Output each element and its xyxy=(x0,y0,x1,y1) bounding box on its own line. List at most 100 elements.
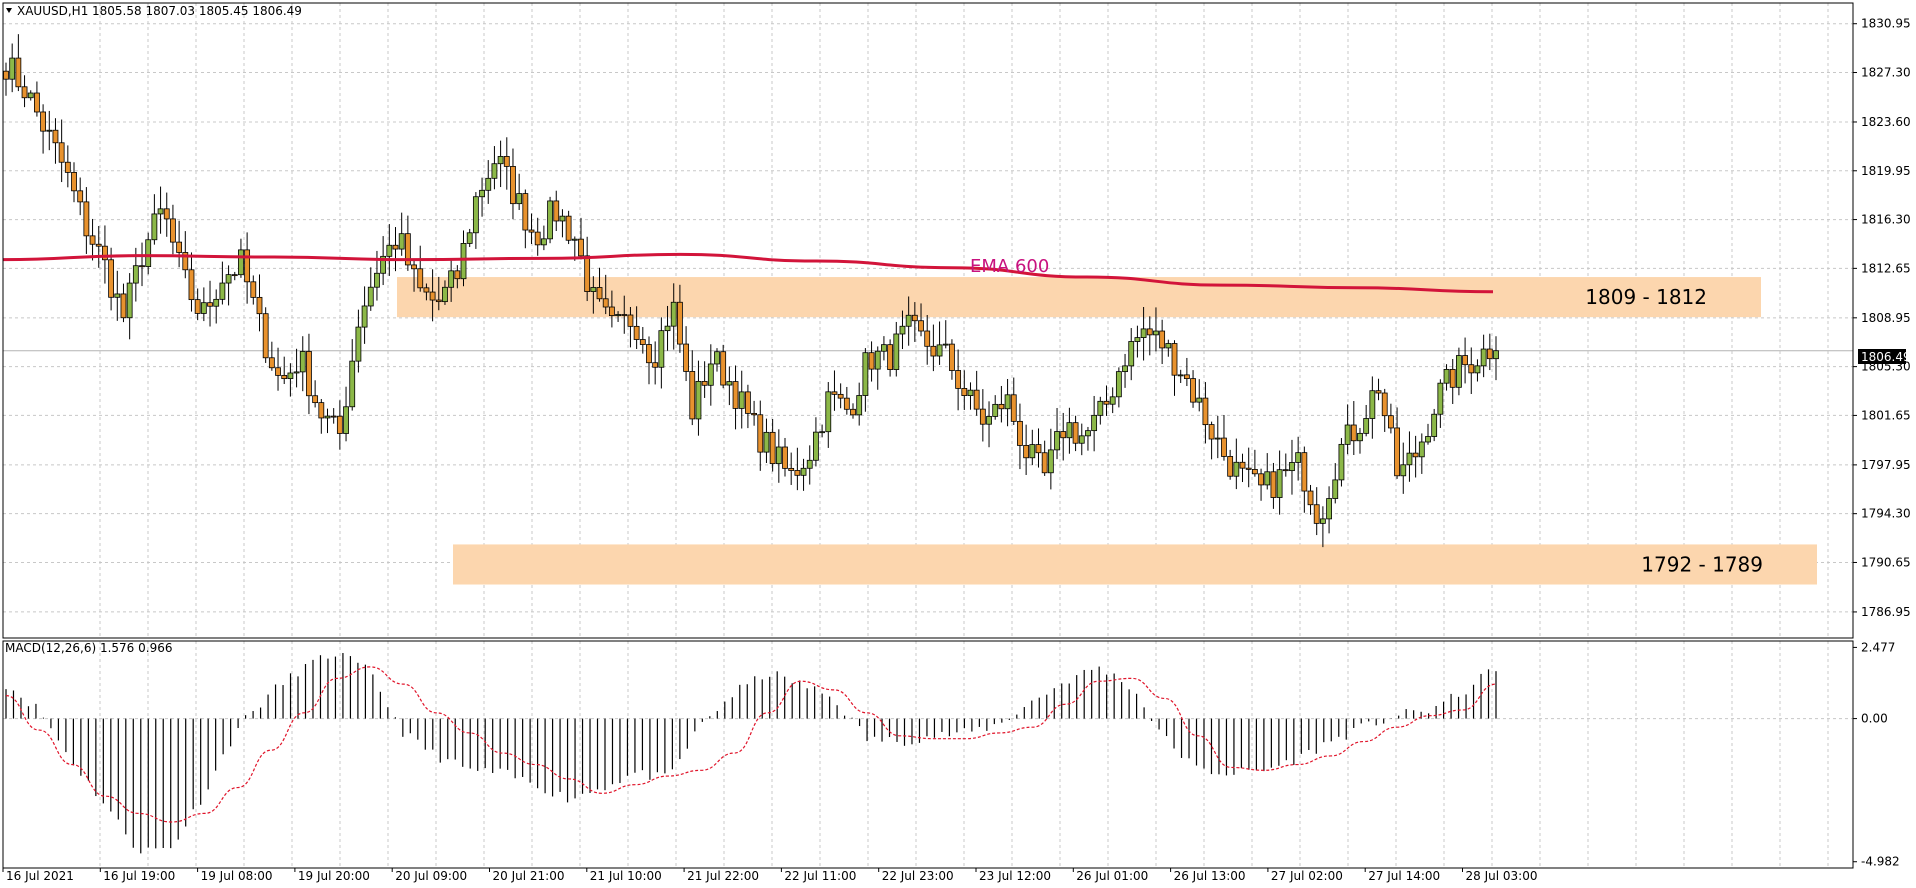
bear-candle xyxy=(887,344,894,370)
bear-candle xyxy=(1449,368,1456,388)
bull-candle xyxy=(813,431,819,461)
bull-candle xyxy=(1085,430,1091,437)
bull-candle xyxy=(1319,518,1326,524)
bull-candle xyxy=(1363,418,1370,434)
bear-candle xyxy=(955,370,962,389)
bear-candle xyxy=(423,287,430,293)
bull-candle xyxy=(472,196,479,234)
bear-candle xyxy=(794,470,801,476)
bull-candle xyxy=(1357,432,1363,442)
bear-candle xyxy=(652,362,659,368)
bull-candle xyxy=(1109,396,1116,405)
bull-candle xyxy=(893,333,900,370)
bear-candle xyxy=(924,330,931,347)
bull-candle xyxy=(9,57,16,80)
price-tick-label: 1823.60 xyxy=(1861,115,1911,129)
bull-candle xyxy=(1233,461,1240,477)
bear-candle xyxy=(584,255,591,292)
bear-candle xyxy=(15,57,22,88)
price-zone xyxy=(453,544,1817,585)
bull-candle xyxy=(293,371,300,374)
bull-candle xyxy=(367,286,374,307)
bear-candle xyxy=(751,412,757,416)
bear-candle xyxy=(1313,504,1320,524)
bull-candle xyxy=(856,395,863,416)
bear-candle xyxy=(757,414,764,453)
bear-candle xyxy=(1221,437,1227,457)
bear-candle xyxy=(77,190,84,203)
bear-candle xyxy=(429,291,436,301)
price-tick-label: 1827.30 xyxy=(1861,66,1911,80)
bear-candle xyxy=(176,241,183,253)
bear-candle xyxy=(608,306,615,317)
bear-candle xyxy=(1041,452,1048,474)
bull-candle xyxy=(497,156,504,165)
bear-candle xyxy=(435,299,442,303)
time-tick-label: 16 Jul 19:00 xyxy=(103,869,175,883)
bear-candle xyxy=(207,302,213,307)
macd-tick-label: -4.982 xyxy=(1861,855,1900,869)
bull-candle xyxy=(485,177,492,191)
bull-candle xyxy=(1054,431,1060,451)
bear-candle xyxy=(639,339,646,345)
bull-candle xyxy=(213,298,220,307)
bull-candle xyxy=(1047,449,1054,474)
bear-candle xyxy=(40,111,46,132)
bear-candle xyxy=(1486,348,1493,360)
bear-candle xyxy=(139,265,145,268)
bear-candle xyxy=(411,264,417,270)
bear-candle xyxy=(71,171,77,192)
time-axis: 16 Jul 2021 16 Jul 19:00 19 Jul 08:00 19 Ju… xyxy=(2,868,1537,883)
bear-candle xyxy=(336,415,343,434)
bear-candle xyxy=(454,270,461,280)
bull-candle xyxy=(1431,413,1438,437)
symbol-label: XAUUSD,H1 xyxy=(17,4,88,18)
bull-candle xyxy=(238,249,244,276)
price-tick-label: 1794.30 xyxy=(1861,507,1911,521)
bull-candle xyxy=(1097,400,1104,416)
time-tick-label: 21 Jul 22:00 xyxy=(687,869,759,883)
price-tick-label: 1808.95 xyxy=(1861,311,1911,325)
price-tick-label: 1797.95 xyxy=(1861,458,1911,472)
bear-candle xyxy=(1462,355,1468,366)
time-tick-label: 26 Jul 13:00 xyxy=(1174,869,1246,883)
bull-candle xyxy=(936,344,943,357)
bear-candle xyxy=(627,314,634,327)
bull-candle xyxy=(615,314,621,317)
bull-candle xyxy=(225,274,232,284)
main-panel-border xyxy=(2,2,1854,639)
bull-candle xyxy=(46,129,53,132)
bull-candle xyxy=(1214,437,1221,440)
price-axis: 1830.95 1827.30 1823.60 1819.95 1816.30 1812.… xyxy=(1853,17,1911,869)
bear-candle xyxy=(306,351,312,397)
bull-candle xyxy=(726,381,733,386)
bull-candle xyxy=(355,326,362,362)
macd-tick-label: 2.477 xyxy=(1861,640,1895,654)
bear-candle xyxy=(1394,427,1400,477)
bull-candle xyxy=(1332,479,1339,499)
current-price-label: 1806.49 xyxy=(1861,350,1911,364)
bear-candle xyxy=(843,397,850,410)
bull-candle xyxy=(763,431,770,453)
price-tick-label: 1801.65 xyxy=(1861,408,1911,422)
ema-label: EMA 600 xyxy=(970,256,1049,277)
dropdown-triangle-icon[interactable] xyxy=(6,8,12,13)
bear-candle xyxy=(1270,471,1277,498)
bear-candle xyxy=(1208,424,1215,440)
bull-candle xyxy=(299,351,306,373)
bear-candle xyxy=(250,281,257,298)
bull-candle xyxy=(1128,341,1135,367)
bear-candle xyxy=(1245,467,1252,470)
bull-candle xyxy=(126,282,133,319)
bull-candle xyxy=(695,380,702,420)
macd-header: MACD(12,26,6) 1.576 0.966 xyxy=(5,641,172,655)
bear-candle xyxy=(578,238,584,257)
bear-candle xyxy=(1387,415,1394,429)
bull-candle xyxy=(571,238,578,241)
bear-candle xyxy=(646,344,652,364)
bull-candle xyxy=(374,272,380,288)
bull-candle xyxy=(516,193,523,205)
bear-candle xyxy=(404,233,411,266)
